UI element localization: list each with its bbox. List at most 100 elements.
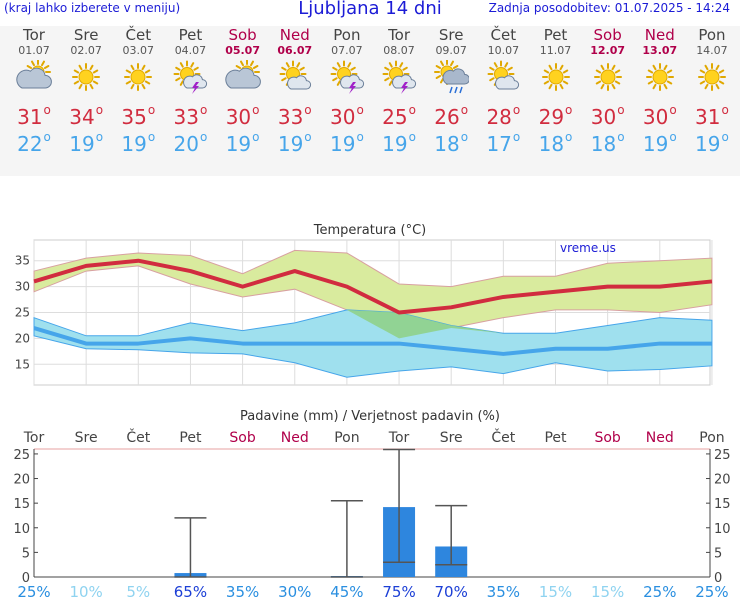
y-tick-label-right: 5 — [714, 546, 722, 561]
y-tick-label-right: 10 — [714, 522, 731, 537]
precip-probability: 65% — [174, 583, 207, 600]
day-column: Tor 08.07 25o 19o — [373, 26, 425, 156]
min-temp-line — [33, 326, 712, 356]
day-date: 12.07 — [590, 44, 626, 57]
plot-area — [34, 449, 710, 577]
day-name: Tor — [23, 26, 45, 44]
min-temperature: 20o — [173, 130, 208, 156]
min-temperature: 19o — [121, 130, 156, 156]
temperature-chart: Temperatura (°C) 15 20 25 30 35 vreme.us — [15, 223, 713, 386]
max-temperature: 33o — [277, 103, 312, 129]
location-menu-hint[interactable]: (kraj lahko izberete v meniju) — [4, 1, 181, 15]
max-temperature: 30o — [590, 103, 625, 129]
y-tick-label-right: 15 — [714, 497, 731, 512]
day-date: 04.07 — [174, 44, 207, 57]
day-name: Čet — [490, 26, 517, 44]
min-temperature: 19o — [225, 130, 260, 156]
y-tick-label: 5 — [22, 546, 30, 561]
min-temperature: 19o — [69, 130, 104, 156]
day-date: 06.07 — [277, 44, 313, 57]
y-tick-label: 25 — [13, 448, 30, 463]
day-name: Ned — [279, 26, 310, 44]
precip-probability: 15% — [539, 583, 572, 600]
day-column: Tor 01.07 31o 22o — [8, 26, 60, 156]
x-tick-label: Tor — [23, 430, 45, 446]
precip-probability: 25% — [643, 583, 676, 600]
day-name: Tor — [388, 26, 411, 44]
max-temperature: 29o — [538, 103, 573, 129]
y-tick-label: 20 — [15, 331, 30, 345]
precip-probability: 25% — [17, 583, 50, 600]
y-tick-label: 10 — [13, 522, 30, 537]
y-tick-label: 15 — [15, 357, 30, 371]
day-column: Sre 09.07 26o 18o — [425, 26, 477, 156]
watermark: vreme.us — [560, 241, 616, 255]
max-temperature: 28o — [486, 103, 521, 129]
y-tick-label: 15 — [13, 497, 30, 512]
x-tick-label: Tor — [388, 430, 410, 446]
x-tick-label: Pon — [334, 430, 359, 446]
x-tick-label: Ned — [646, 430, 674, 446]
chart-title: Padavine (mm) / Verjetnost padavin (%) — [240, 409, 500, 424]
sun-cloud-icon — [487, 60, 520, 90]
x-tick-label: Pon — [699, 430, 724, 446]
y-tick-label: 25 — [15, 306, 30, 320]
day-date: 13.07 — [642, 44, 678, 57]
day-name: Sre — [438, 26, 464, 44]
x-tick-label: Čet — [491, 428, 515, 446]
day-column: Sob 05.07 30o 19o — [217, 26, 269, 156]
sun-cloud-icon — [279, 60, 311, 90]
max-temperature: 30o — [329, 103, 364, 129]
day-column: Čet 10.07 28o 17o — [477, 26, 529, 156]
day-column: Sre 02.07 34o 19o — [60, 26, 112, 156]
x-tick-label: Ned — [281, 430, 309, 446]
y-tick-label-right: 0 — [714, 571, 722, 586]
sun-icon — [593, 63, 622, 91]
day-date: 14.07 — [696, 44, 728, 57]
day-date: 11.07 — [539, 44, 572, 57]
max-temperature: 25o — [382, 103, 416, 129]
day-column: Pet 11.07 29o 18o — [530, 26, 582, 156]
cloudy-sun-icon — [16, 60, 52, 89]
x-tick-label: Sob — [229, 430, 255, 446]
max-temperature: 34o — [69, 103, 104, 129]
min-temperature: 18o — [590, 130, 625, 156]
day-name: Ned — [644, 26, 675, 44]
day-date: 01.07 — [18, 44, 50, 57]
max-temperature: 31o — [17, 103, 51, 129]
min-temperature: 19o — [382, 130, 416, 156]
day-date: 02.07 — [70, 44, 102, 57]
day-name: Sob — [593, 26, 622, 44]
x-tick-label: Sre — [440, 430, 463, 446]
day-date: 10.07 — [487, 44, 520, 57]
forecast-strip: Tor 01.07 31o 22o Sre 02.07 34o 19o Čet 03.07 35o 1… — [0, 26, 740, 176]
day-column: Sob 12.07 30o 18o — [582, 26, 634, 156]
min-temperature: 18o — [538, 130, 573, 156]
day-name: Pet — [178, 26, 203, 44]
min-temperature: 19o — [695, 130, 729, 156]
header: (kraj lahko izberete v meniju) Ljubljana… — [0, 0, 740, 20]
sun-storm-icon — [173, 60, 208, 94]
y-tick-label-right: 25 — [714, 448, 731, 463]
precip-probability: 35% — [226, 583, 259, 600]
min-temperature: 17o — [486, 130, 521, 156]
min-temperature: 22o — [17, 130, 51, 156]
sun-icon — [541, 63, 570, 91]
sun-icon — [124, 63, 153, 91]
day-date: 09.07 — [435, 44, 467, 57]
day-column: Pon 07.07 30o 19o — [321, 26, 373, 156]
y-tick-label: 30 — [15, 280, 30, 294]
x-tick-label: Pet — [544, 430, 567, 446]
day-column: Ned 13.07 30o 19o — [634, 26, 686, 156]
max-temperature: 31o — [695, 103, 729, 129]
day-column: Čet 03.07 35o 19o — [112, 26, 164, 156]
min-temperature: 18o — [434, 130, 469, 156]
x-tick-label: Sre — [75, 430, 98, 446]
min-temperature: 19o — [329, 130, 364, 156]
day-column: Pon 14.07 31o 19o — [686, 26, 738, 156]
precipitation-chart: Padavine (mm) / Verjetnost padavin (%) To… — [13, 409, 731, 600]
min-temperature: 19o — [277, 130, 312, 156]
chart-title: Temperatura (°C) — [313, 223, 426, 238]
min-temperature: 19o — [642, 130, 677, 156]
x-tick-label: Sob — [594, 430, 620, 446]
